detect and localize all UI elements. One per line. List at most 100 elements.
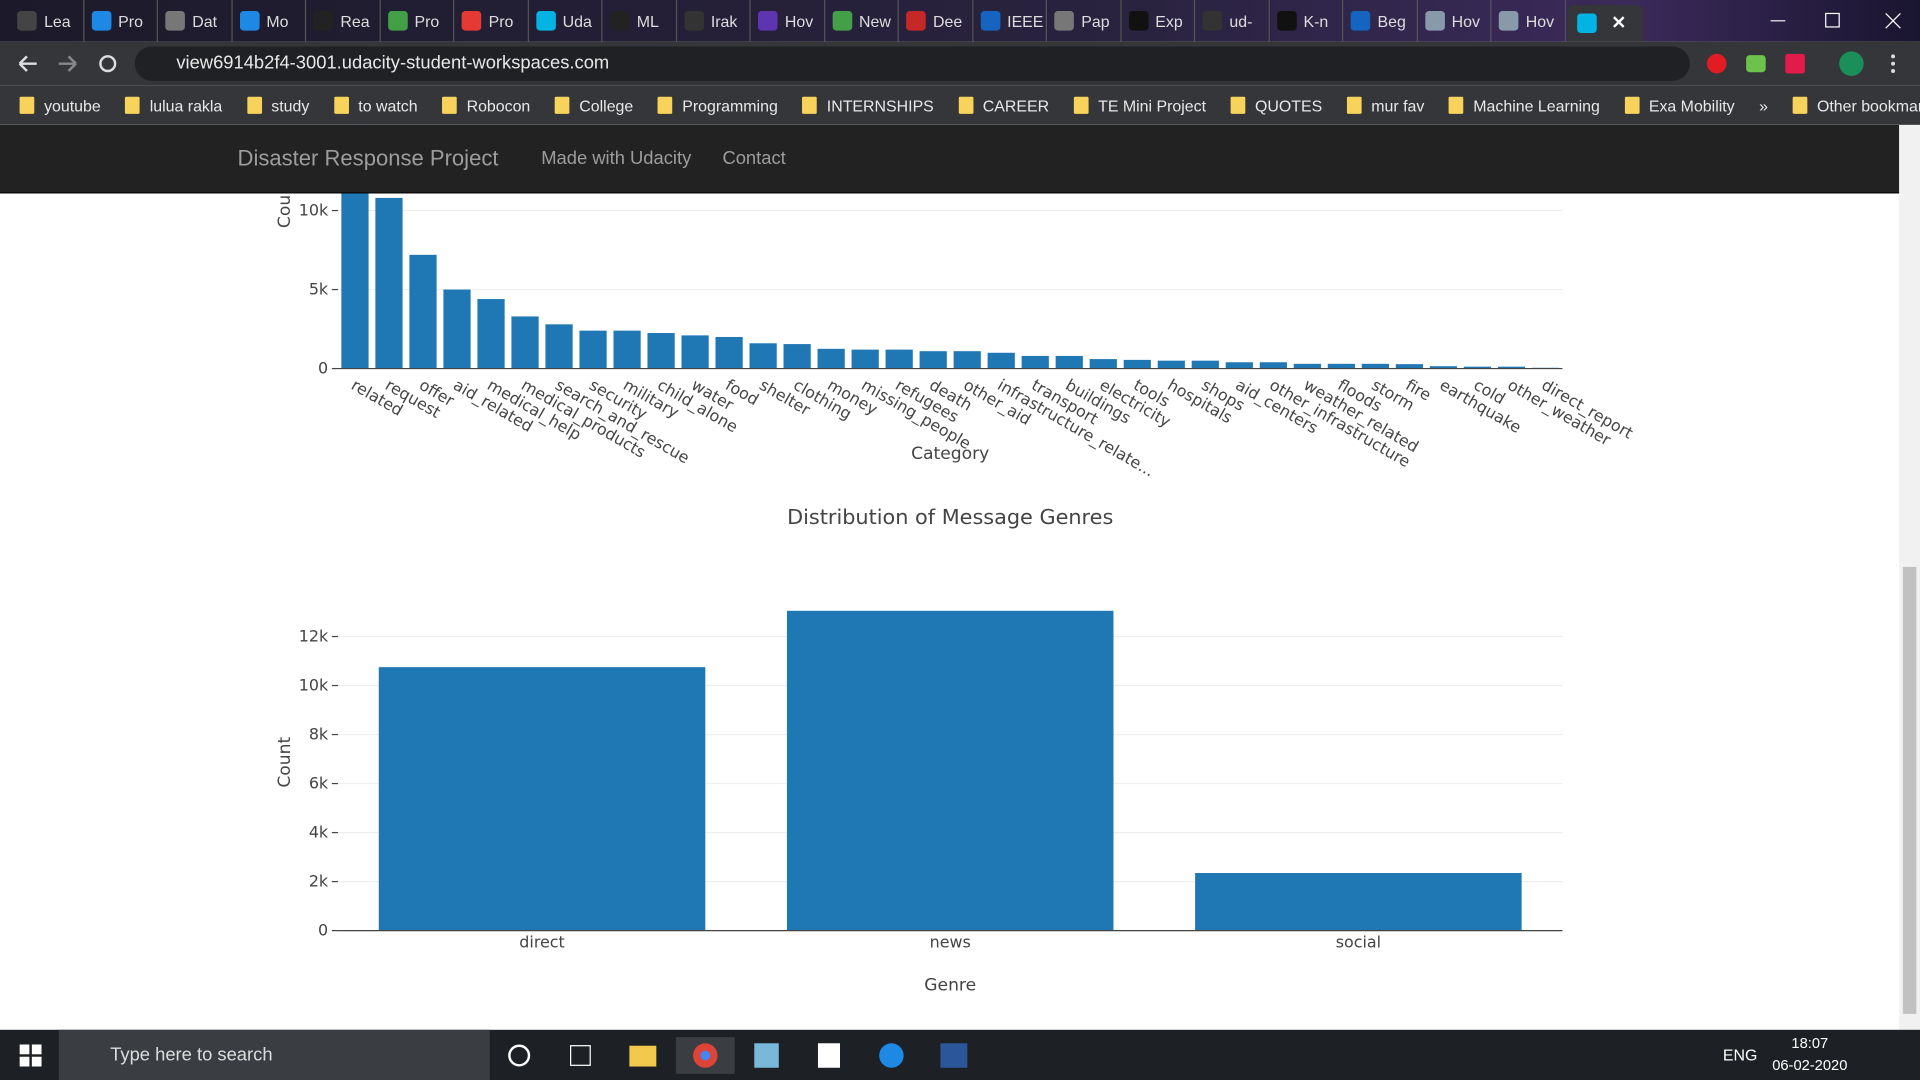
tab-title: K-n: [1303, 11, 1329, 31]
folder-icon: [442, 96, 457, 114]
scrollbar[interactable]: [1899, 124, 1920, 1030]
bookmark[interactable]: Machine Learning: [1448, 96, 1600, 114]
tab-icon: [91, 11, 111, 31]
tab-icon: [165, 11, 185, 31]
bar: [1089, 359, 1117, 369]
tab-icon: [1276, 11, 1297, 31]
folder-icon: [958, 96, 973, 114]
web-page: Disaster Response Project Made with Udac…: [0, 124, 1900, 1030]
tab-icon: [980, 11, 1000, 31]
bar: [783, 344, 811, 369]
tab[interactable]: IEEE: [973, 0, 1047, 42]
tab[interactable]: Exp: [1121, 0, 1196, 42]
y-tick-label: 12k: [299, 626, 329, 645]
y-tick-label: 10k: [299, 675, 329, 694]
bookmark[interactable]: study: [246, 96, 310, 115]
tab[interactable]: Hov: [1417, 0, 1492, 42]
tab-icon: [1128, 11, 1148, 31]
bookmark-label: Programming: [682, 96, 778, 115]
tab[interactable]: Hov: [751, 0, 825, 42]
bookmark[interactable]: Programming: [657, 96, 778, 115]
tab[interactable]: Lea: [10, 0, 84, 42]
window-controls[interactable]: [1763, 7, 1910, 34]
nav-buttons[interactable]: [12, 51, 122, 75]
bookmark[interactable]: Robocon: [442, 96, 530, 114]
tab[interactable]: New: [825, 0, 899, 42]
tab-title: Lea: [44, 11, 71, 31]
bar: [1191, 360, 1219, 369]
tab-title: ud-: [1229, 11, 1253, 31]
bookmark-overflow[interactable]: »: [1759, 96, 1768, 115]
folder-icon: [1346, 96, 1362, 114]
bookmark[interactable]: CAREER: [958, 96, 1049, 114]
bar: [681, 335, 709, 369]
bookmark[interactable]: Other bookmarks: [1792, 96, 1920, 114]
tab-title: Pro: [488, 11, 514, 31]
nav-link[interactable]: Contact: [722, 148, 786, 169]
tab[interactable]: Pap: [1047, 0, 1122, 42]
search-box[interactable]: Type here to search: [58, 1029, 490, 1080]
language[interactable]: ENG: [1722, 1045, 1758, 1065]
tab-title: New: [858, 11, 891, 31]
clock-date[interactable]: 06-02-2020: [1772, 1056, 1848, 1074]
tab[interactable]: Uda: [528, 0, 603, 42]
bookmark[interactable]: youtube: [19, 96, 101, 115]
tab-title: Pap: [1081, 11, 1110, 31]
nav-link[interactable]: Made with Udacity: [541, 148, 692, 169]
tab[interactable]: Beg: [1343, 0, 1418, 42]
tab[interactable]: ud-: [1195, 0, 1270, 42]
chart-title: Distribution of Message Genres: [787, 505, 1113, 529]
tab[interactable]: Rea: [306, 0, 381, 42]
tab[interactable]: Dee: [899, 0, 973, 42]
tab-title: Pro: [414, 11, 440, 31]
bar: [715, 336, 743, 369]
extensions[interactable]: [1702, 49, 1910, 78]
tab[interactable]: K-n: [1269, 0, 1344, 42]
bookmark[interactable]: to watch: [333, 96, 418, 115]
bookmark[interactable]: Exa Mobility: [1624, 96, 1735, 114]
tab-icon: [313, 11, 334, 31]
tab[interactable]: Irak: [677, 0, 751, 42]
bookmark-label: lulua rakla: [149, 96, 223, 115]
tab[interactable]: Hov: [1491, 0, 1566, 42]
bookmark-label: QUOTES: [1255, 96, 1323, 115]
tab-title: Beg: [1377, 11, 1406, 31]
bookmark[interactable]: INTERNSHIPS: [802, 96, 934, 114]
bar: [579, 330, 607, 369]
scroll-thumb[interactable]: [1902, 566, 1917, 1014]
bookmark-label: study: [271, 96, 310, 115]
bar: [1021, 355, 1049, 369]
start-button[interactable]: [19, 1044, 42, 1067]
bar: [1361, 363, 1389, 369]
bookmark[interactable]: College: [554, 96, 633, 114]
tab-icon: [1424, 11, 1445, 31]
bookmark[interactable]: lulua rakla: [125, 96, 222, 114]
bookmark[interactable]: QUOTES: [1230, 96, 1323, 115]
folder-icon: [802, 96, 817, 114]
clock-time[interactable]: 18:07: [1791, 1034, 1829, 1052]
tab-title: IEEE: [1007, 11, 1044, 31]
brand[interactable]: Disaster Response Project: [237, 145, 499, 171]
tab[interactable]: Pro: [84, 0, 158, 42]
tab[interactable]: Dat: [158, 0, 233, 42]
bar: [953, 351, 981, 369]
bar: [1123, 359, 1151, 369]
url[interactable]: view6914b2f4-3001.udacity-student-worksp…: [134, 46, 1690, 81]
tab[interactable]: Mo: [232, 0, 307, 42]
bookmark[interactable]: mur fav: [1346, 96, 1424, 114]
y-tick-label: 4k: [309, 822, 329, 841]
bar: [817, 348, 845, 369]
bookmark-label: youtube: [44, 96, 101, 115]
y-tick-label: 2k: [309, 871, 329, 890]
tab[interactable]: ML: [602, 0, 677, 42]
tab-title: Rea: [340, 11, 370, 31]
tab-icon: [1202, 11, 1223, 31]
pinned-apps[interactable]: [504, 1037, 982, 1074]
folder-icon: [1448, 96, 1464, 114]
bookmark[interactable]: TE Mini Project: [1073, 96, 1206, 114]
bar: [378, 667, 706, 931]
tab[interactable]: Pro: [454, 0, 529, 42]
bookmark-label: to watch: [358, 96, 418, 115]
active-tab[interactable]: [1567, 4, 1644, 42]
tab[interactable]: Pro: [380, 0, 455, 42]
